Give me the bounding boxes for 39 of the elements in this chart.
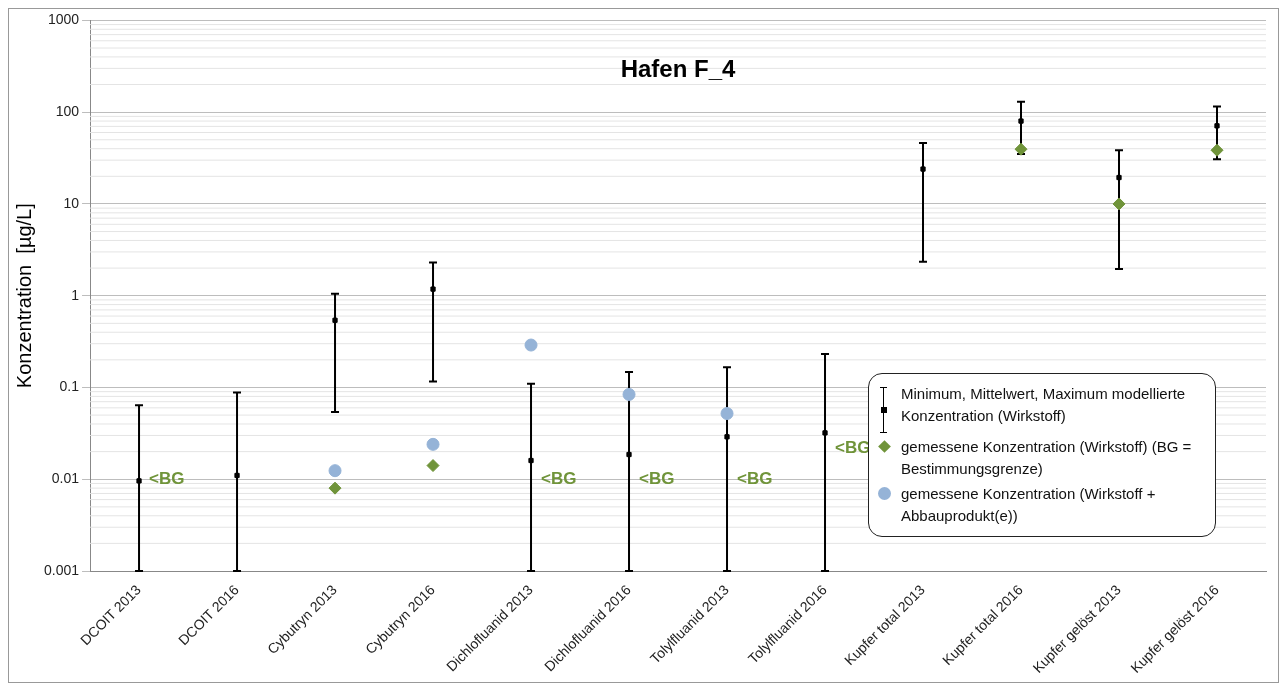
y-tick-label: 100: [55, 103, 80, 120]
point: [430, 286, 436, 292]
point: [1018, 118, 1024, 124]
legend-label: gemessene Konzentration (Wirkstoff + Abbauprodukt(e)): [901, 484, 1157, 526]
point: [1210, 143, 1224, 157]
y-axis-title: Konzentration [µg/L]: [12, 203, 35, 389]
text: Hafen F_4: [620, 55, 737, 83]
legend-label: Minimum, Mittelwert, Maximum modellierte Konzentration (Wirkstoff): [901, 384, 1187, 426]
point: [524, 338, 538, 352]
annotation: <BG: [149, 468, 185, 488]
annotation: <BG: [737, 468, 773, 488]
point: [328, 481, 342, 495]
annotation: <BG: [639, 468, 675, 488]
point: [1116, 174, 1122, 181]
annotation: <BG: [541, 468, 577, 488]
point: [1014, 142, 1028, 156]
point: [332, 317, 338, 323]
legend-label: gemessene Konzentration (Wirkstoff) (BG = Bestimmungsgrenze): [901, 437, 1193, 479]
y-tick-label: 0.1: [59, 378, 80, 395]
point: [920, 166, 926, 172]
y-tick-label: 0.01: [51, 470, 80, 487]
y-tick-label: 0.001: [43, 561, 80, 578]
point: [626, 451, 632, 458]
point: [720, 407, 734, 421]
annotation: <BG: [835, 437, 871, 457]
point: [426, 459, 440, 473]
point: [328, 464, 342, 478]
point: [426, 437, 440, 451]
point: [1214, 123, 1220, 129]
y-tick-label: 1: [71, 286, 80, 303]
point: [622, 387, 636, 401]
y-tick-label: 1000: [47, 11, 80, 28]
point: [234, 472, 240, 479]
y-tick-label: 10: [63, 194, 80, 211]
point: [822, 430, 828, 436]
point: [1112, 197, 1126, 211]
point: [724, 434, 730, 440]
point: [528, 457, 534, 464]
point: [136, 478, 142, 484]
